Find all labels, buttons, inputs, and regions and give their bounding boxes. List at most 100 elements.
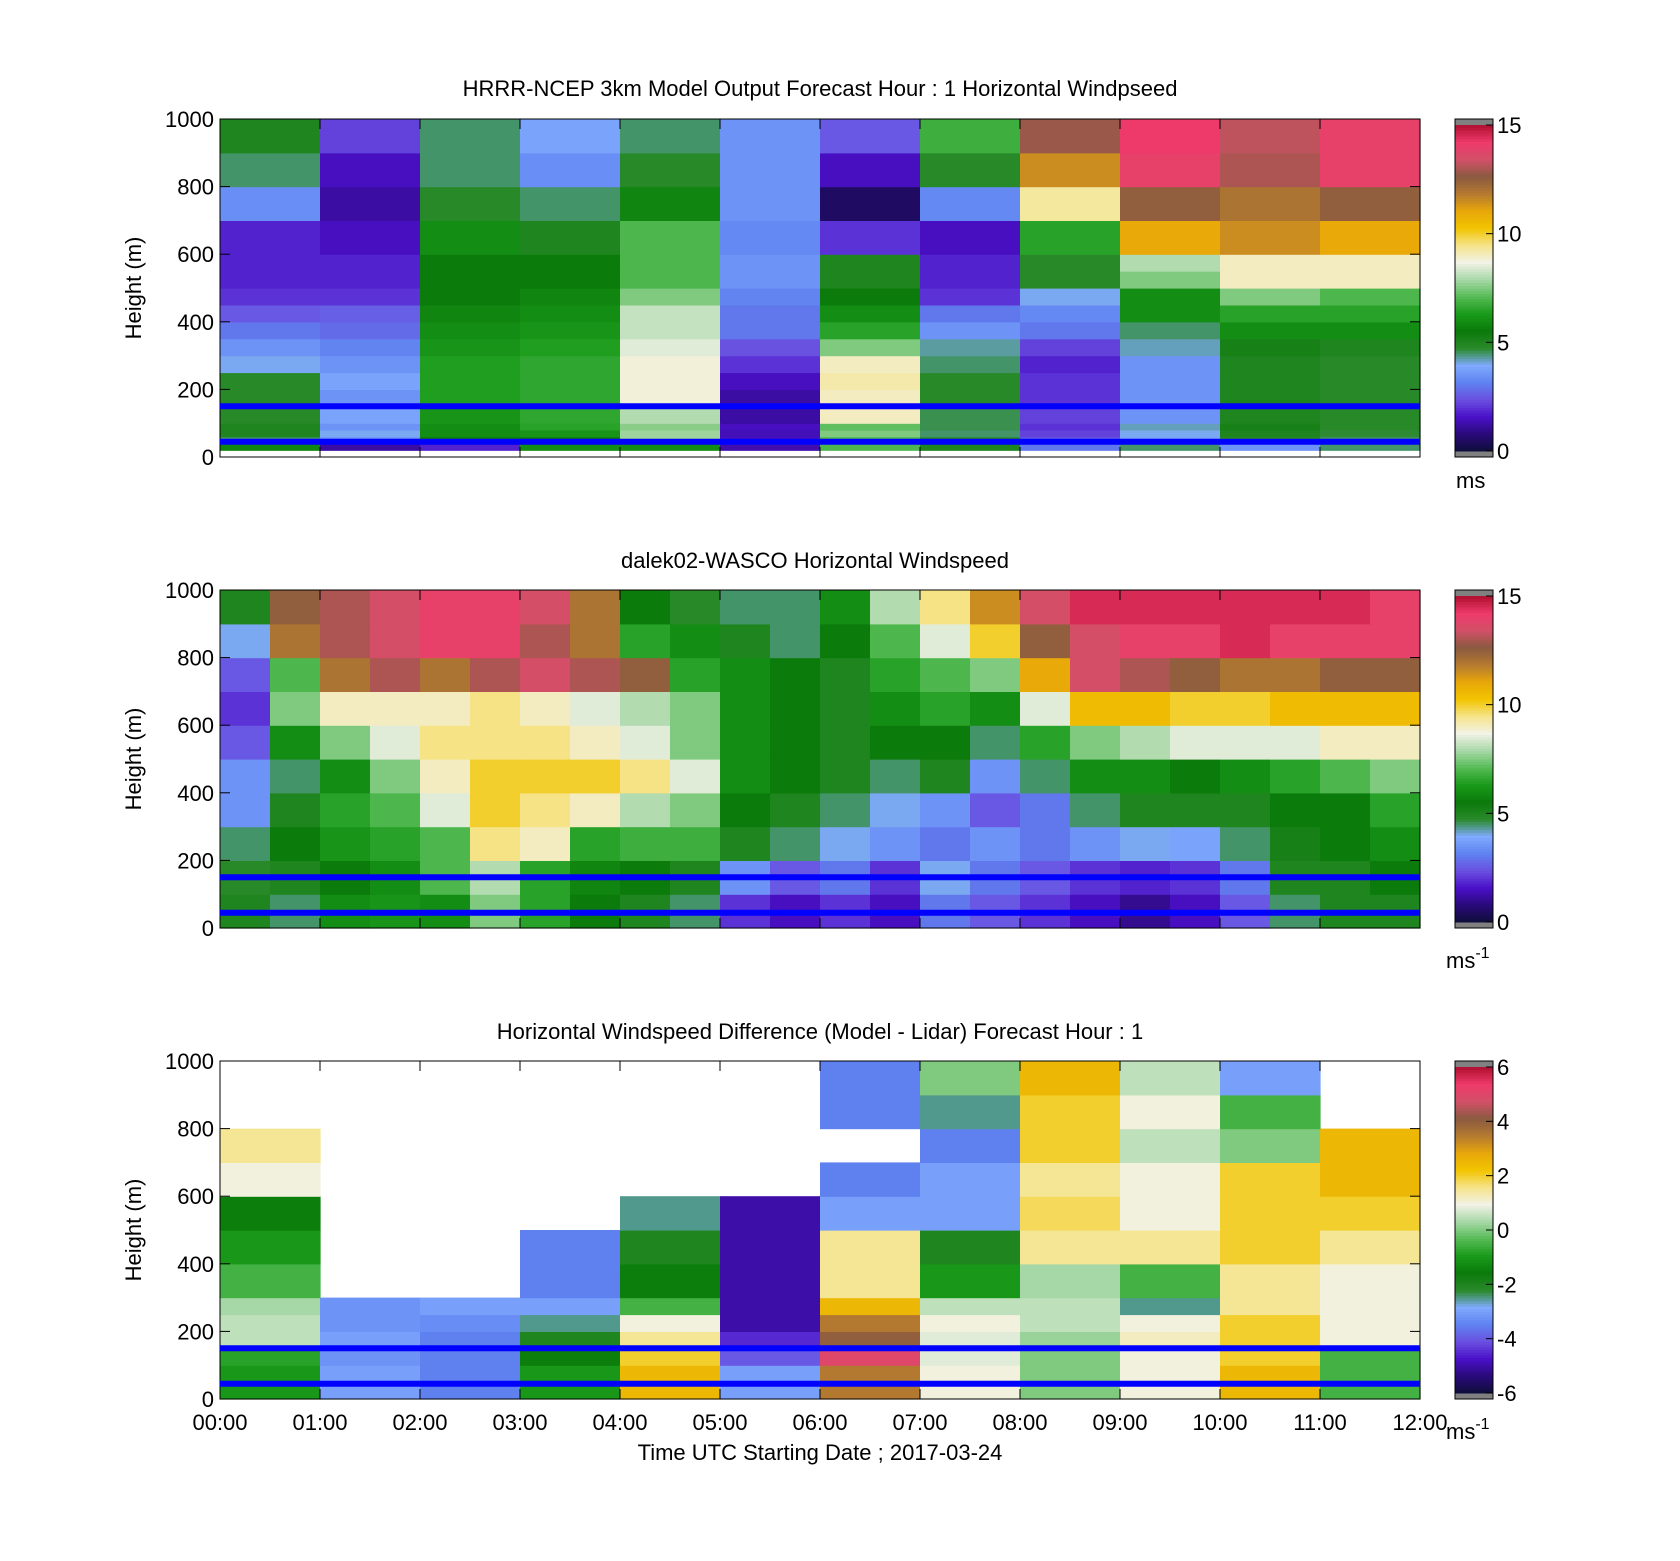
heatmap-cell — [620, 254, 721, 272]
heatmap-cell — [1120, 355, 1221, 374]
colorbar-swatch — [1455, 1327, 1493, 1332]
colorbar-swatch — [1455, 1153, 1493, 1158]
heatmap-cell — [820, 355, 921, 374]
colorbar-swatch — [1455, 1072, 1493, 1076]
colorbar-frame — [1454, 589, 1494, 929]
colorbar-swatch — [1455, 1156, 1493, 1160]
colorbar-swatch — [1455, 268, 1493, 273]
colorbar-swatch — [1455, 163, 1493, 167]
y-axis: 0 200 400 600 800 1000 — [165, 107, 1420, 470]
colorbar-swatch — [1455, 1373, 1493, 1378]
colorbar: -6 -4 -2 0 2 4 6 — [1454, 1055, 1517, 1406]
heatmap-cell — [1020, 429, 1121, 438]
colorbar-swatch — [1455, 1281, 1493, 1285]
heatmap-cell — [870, 826, 921, 861]
colorbar-swatch — [1455, 214, 1493, 218]
heatmap-cell — [820, 254, 921, 272]
heatmap-cell — [820, 152, 921, 188]
colorbar-swatch — [1455, 220, 1493, 224]
heatmap-cell — [1120, 406, 1221, 424]
colorbar-swatch — [1455, 1265, 1493, 1269]
heatmap-cell — [870, 759, 921, 794]
heatmap-cell — [1320, 1263, 1421, 1299]
colorbar-swatch — [1455, 304, 1493, 308]
x-tick-label: 02:00 — [392, 1410, 447, 1435]
colorbar-swatch — [1455, 369, 1493, 373]
heatmap-cell — [1020, 1348, 1121, 1366]
heatmap-cell — [1120, 152, 1221, 188]
colorbar-unit: ms-1 — [1446, 1416, 1490, 1444]
heatmap-cell — [1020, 657, 1071, 692]
heatmap-cell — [220, 759, 271, 794]
heatmap-cell — [1270, 623, 1321, 659]
colorbar-swatch — [1455, 271, 1493, 275]
heatmap-cell — [1320, 429, 1421, 438]
colorbar-swatch — [1455, 168, 1493, 172]
heatmap-cell — [1220, 1348, 1321, 1366]
heatmap-cell — [1320, 759, 1371, 794]
overlay-lines — [220, 403, 1420, 445]
heatmap-cell — [720, 119, 821, 154]
heatmap-cell — [770, 759, 821, 794]
heatmap-cell — [820, 1314, 921, 1332]
colorbar-swatch — [1455, 203, 1493, 207]
heatmap-cell — [1220, 1263, 1321, 1299]
heatmap-cell — [220, 623, 271, 659]
colorbar-swatch — [1455, 236, 1493, 240]
colorbar-swatch — [1455, 274, 1493, 278]
heatmap-cell — [1320, 304, 1421, 323]
colorbar-swatch — [1455, 829, 1493, 833]
heatmap-cell — [520, 423, 621, 431]
heatmap-cell — [620, 1331, 721, 1349]
colorbar-swatch — [1455, 144, 1493, 148]
colorbar-swatch — [1455, 1232, 1493, 1236]
heatmap-cell — [720, 623, 771, 659]
colorbar-swatch — [1455, 152, 1493, 156]
heatmap-cell — [1120, 1331, 1221, 1349]
colorbar-swatch — [1455, 715, 1493, 719]
colorbar-swatch — [1455, 862, 1493, 866]
colorbar-swatch — [1455, 298, 1493, 303]
colorbar-end-bottom — [1455, 922, 1493, 928]
colorbar-swatch — [1455, 1338, 1493, 1342]
heatmap-cell — [1020, 1094, 1121, 1130]
colorbar-swatch — [1455, 307, 1493, 311]
x-axis-ticks — [219, 119, 1421, 457]
heatmap-cell — [770, 623, 821, 659]
heatmap-cell — [920, 826, 971, 861]
colorbar-swatch — [1455, 737, 1493, 741]
heatmap-cell — [620, 1314, 721, 1332]
colorbar-swatch — [1455, 750, 1493, 755]
colorbar-swatch — [1455, 1099, 1493, 1103]
heatmap-cell — [670, 759, 721, 794]
heatmap-cell — [620, 657, 671, 692]
colorbar-swatch — [1455, 146, 1493, 150]
colorbar-swatch — [1455, 677, 1493, 681]
heatmap-cell — [1120, 372, 1221, 390]
heatmap-cell — [1170, 792, 1221, 828]
heatmap-cell — [520, 1263, 621, 1299]
colorbar-swatch — [1455, 707, 1493, 711]
heatmap-cell — [1170, 759, 1221, 794]
heatmap-cell — [1020, 321, 1121, 340]
colorbar-swatch — [1455, 669, 1493, 673]
colorbar-swatch — [1455, 902, 1493, 907]
colorbar-swatch — [1455, 1268, 1493, 1272]
heatmap-cell — [1120, 826, 1171, 861]
colorbar-swatch — [1455, 1240, 1493, 1245]
heatmap-cell — [620, 1230, 721, 1265]
heatmap-cell — [420, 321, 521, 340]
heatmap-cell — [270, 657, 321, 692]
colorbar-swatch — [1455, 794, 1493, 798]
heatmap-cell — [520, 1348, 621, 1366]
heatmap-cell — [520, 1314, 621, 1332]
colorbar-tick-label: 0 — [1497, 1218, 1509, 1243]
heatmap-cell — [920, 792, 971, 828]
heatmap-cell — [420, 119, 521, 154]
heatmap-cell — [1070, 792, 1121, 828]
colorbar-swatch — [1455, 1344, 1493, 1348]
heatmap-cell — [920, 423, 1021, 431]
heatmap-cell — [620, 725, 671, 760]
heatmap-cell — [620, 1297, 721, 1316]
heatmap-cell — [1120, 1061, 1221, 1096]
